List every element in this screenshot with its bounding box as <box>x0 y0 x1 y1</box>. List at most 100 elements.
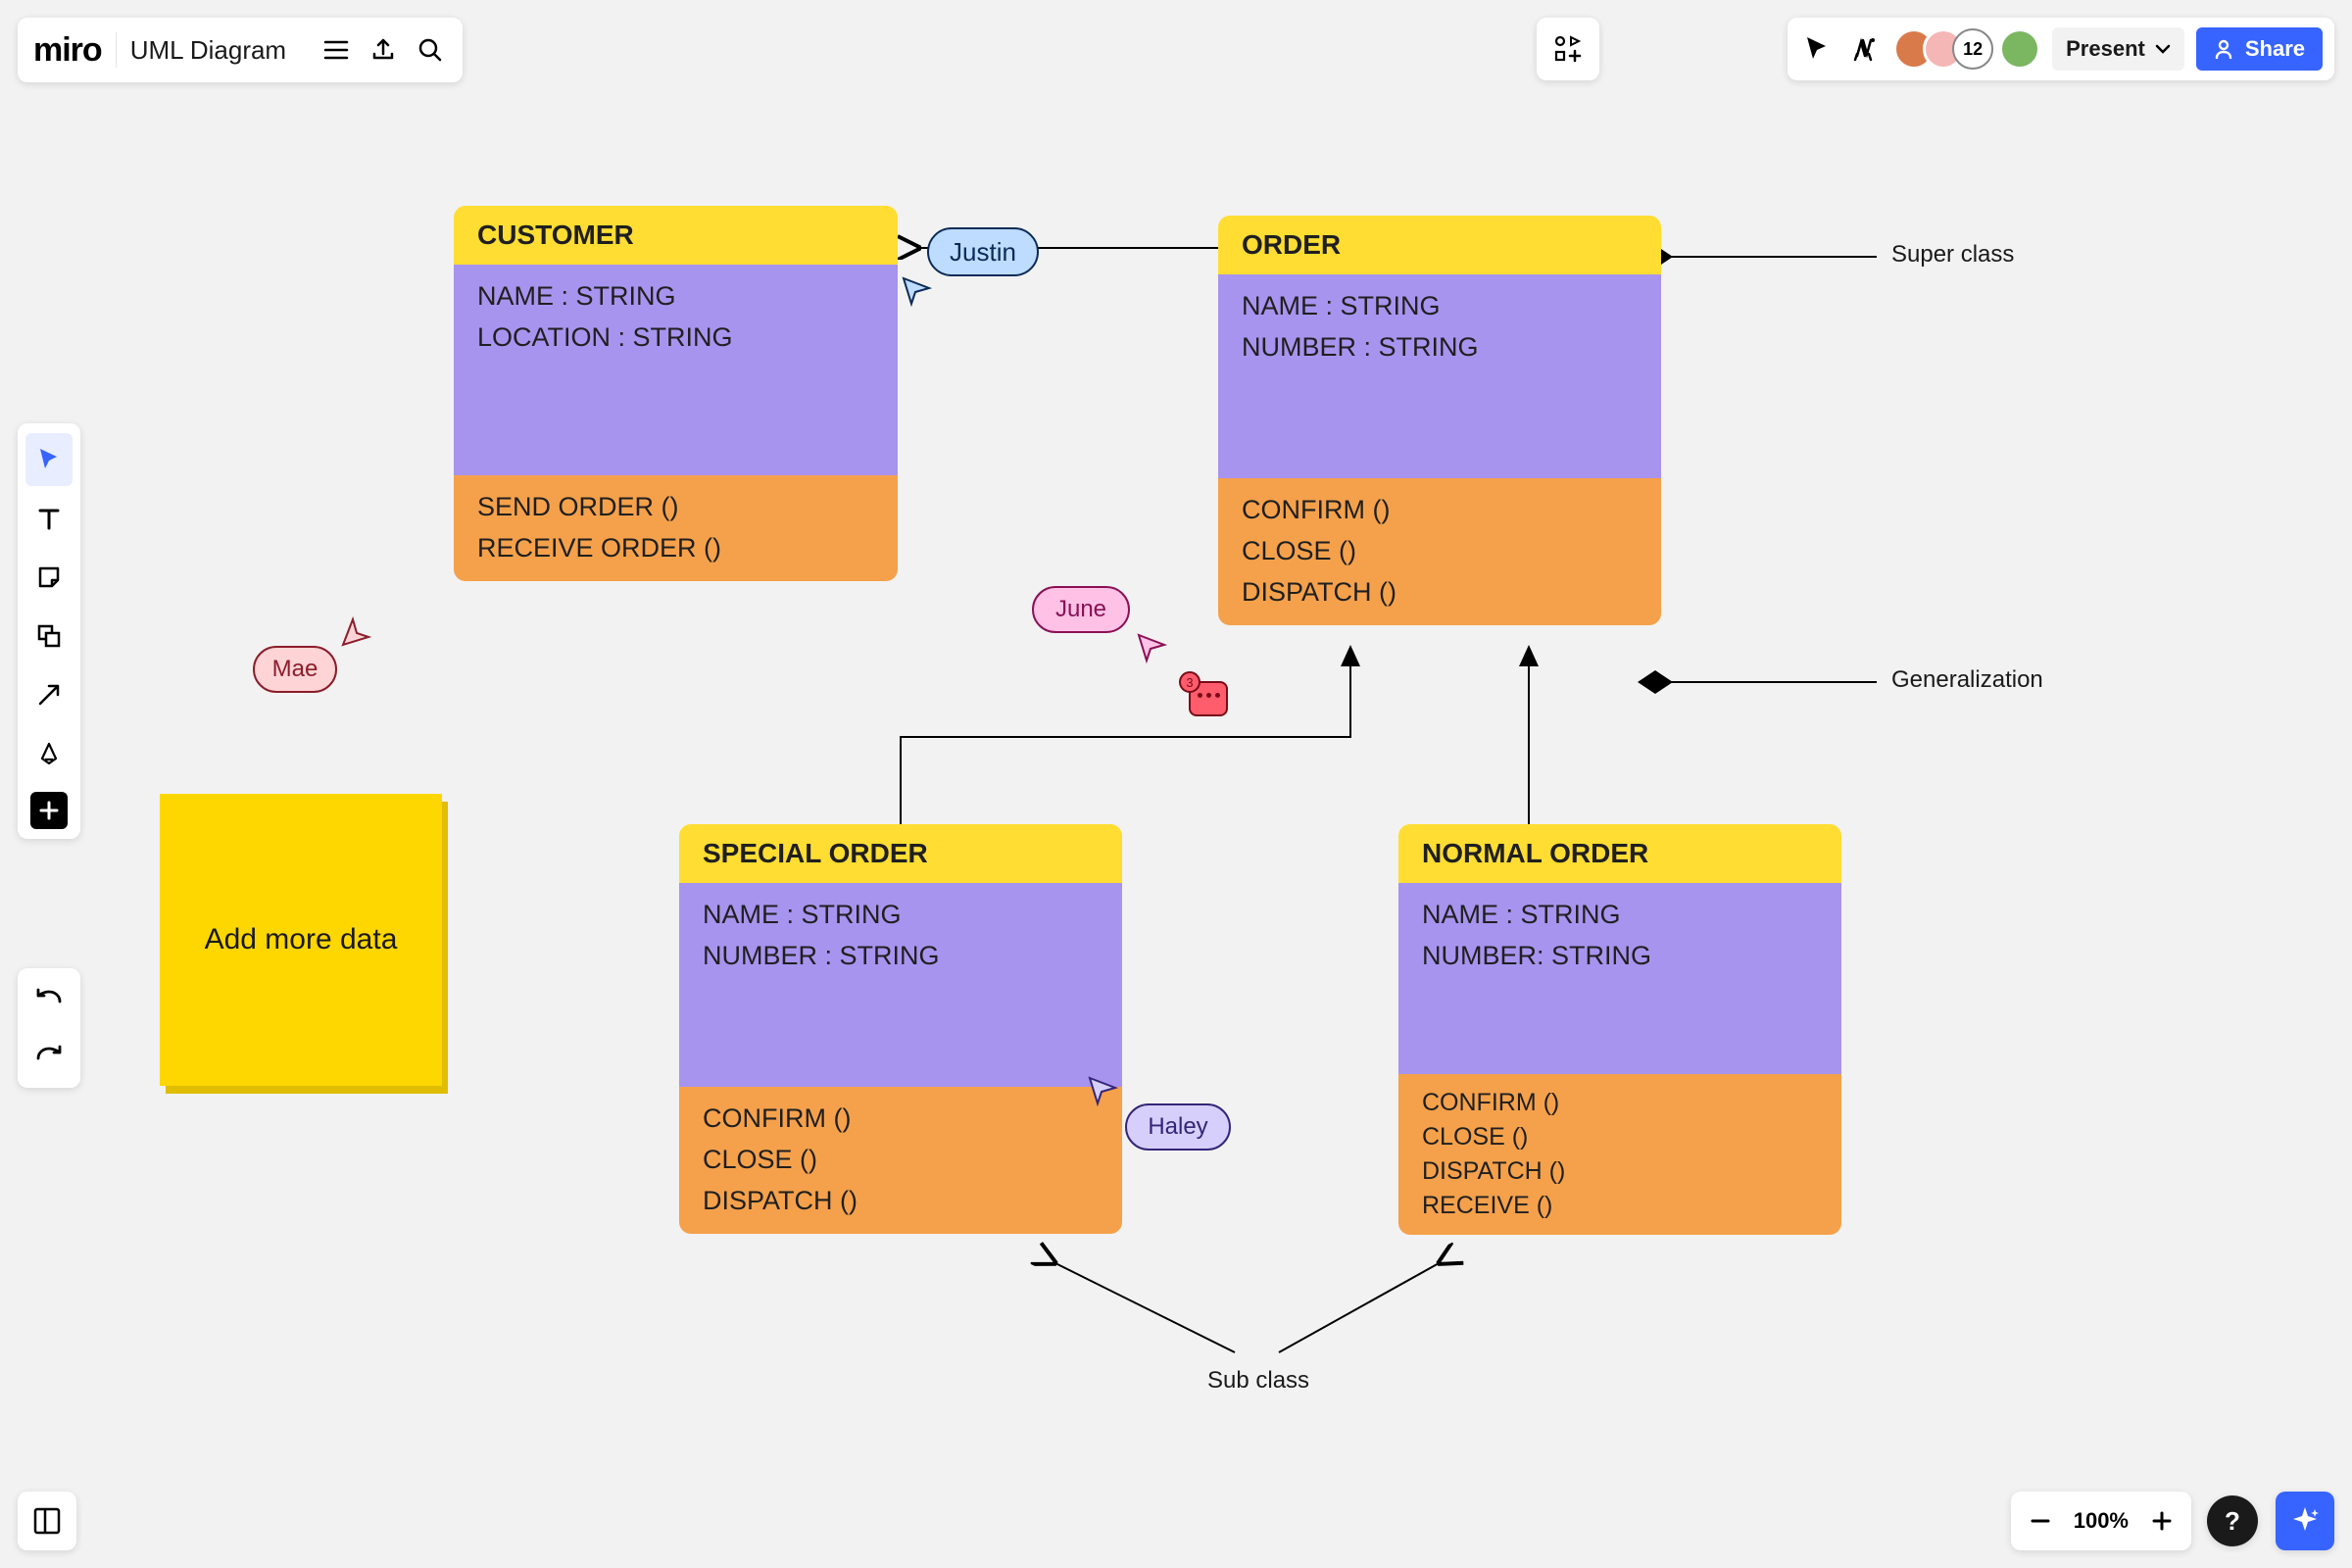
attr-row: NAME : STRING <box>703 895 1099 936</box>
class-customer-methods: SEND ORDER () RECEIVE ORDER () <box>454 475 898 581</box>
comment-count-badge: 3 <box>1179 671 1200 693</box>
history-toolbar <box>18 968 80 1088</box>
method-row: DISPATCH () <box>1242 572 1638 613</box>
miro-logo[interactable]: miro <box>33 31 102 70</box>
method-row: CONFIRM () <box>1422 1086 1818 1120</box>
connector-layer <box>0 0 2352 1568</box>
select-tool[interactable] <box>25 433 73 486</box>
class-special-order-attrs: NAME : STRING NUMBER : STRING <box>679 883 1122 1087</box>
edge-special-to-order <box>901 659 1350 824</box>
cursor-haley: Haley <box>1125 1103 1231 1151</box>
search-icon[interactable] <box>414 33 447 67</box>
redo-button[interactable] <box>25 1037 73 1076</box>
frames-panel-button[interactable] <box>18 1492 76 1550</box>
chevron-down-icon <box>2155 41 2171 57</box>
class-special-order-methods: CONFIRM () CLOSE () DISPATCH () <box>679 1087 1122 1234</box>
label-generalization: Generalization <box>1891 666 2043 694</box>
method-row: CONFIRM () <box>1242 490 1638 531</box>
class-order-methods: CONFIRM () CLOSE () DISPATCH () <box>1218 478 1661 625</box>
export-icon[interactable] <box>367 33 400 67</box>
method-row: SEND ORDER () <box>477 487 874 528</box>
method-row: RECEIVE () <box>1422 1189 1818 1223</box>
help-button[interactable]: ? <box>2207 1495 2258 1546</box>
class-customer-title: CUSTOMER <box>454 206 898 265</box>
person-plus-icon <box>2214 38 2235 60</box>
share-label: Share <box>2245 36 2305 62</box>
divider <box>116 32 117 68</box>
avatar[interactable] <box>1999 28 2040 70</box>
class-customer[interactable]: CUSTOMER NAME : STRING LOCATION : STRING… <box>454 206 898 581</box>
attr-row: NAME : STRING <box>1422 895 1818 936</box>
method-row: CLOSE () <box>1242 531 1638 572</box>
class-order-attrs: NAME : STRING NUMBER : STRING <box>1218 274 1661 478</box>
method-row: CLOSE () <box>1422 1120 1818 1154</box>
add-tool[interactable] <box>30 792 68 829</box>
edge-subclass-left <box>1054 1262 1235 1352</box>
zoom-in-button[interactable] <box>2148 1507 2176 1535</box>
pen-tool[interactable] <box>25 727 73 780</box>
collaborator-avatars[interactable]: 12 <box>1893 28 2040 70</box>
sticky-note-text: Add more data <box>205 923 398 956</box>
text-tool[interactable] <box>25 492 73 545</box>
class-normal-order[interactable]: NORMAL ORDER NAME : STRING NUMBER: STRIN… <box>1398 824 1841 1235</box>
class-normal-order-methods: CONFIRM () CLOSE () DISPATCH () RECEIVE … <box>1398 1074 1841 1235</box>
present-label: Present <box>2066 36 2145 62</box>
ai-button[interactable] <box>2276 1492 2334 1550</box>
hamburger-icon[interactable] <box>319 33 353 67</box>
sparkle-icon <box>2289 1505 2321 1537</box>
sticky-tool[interactable] <box>25 551 73 604</box>
apps-button[interactable] <box>1537 18 1599 80</box>
document-title[interactable]: UML Diagram <box>130 35 286 66</box>
attr-row: NAME : STRING <box>1242 286 1638 327</box>
zoom-level[interactable]: 100% <box>2074 1508 2129 1534</box>
cursor-justin-pointer-icon <box>900 274 933 308</box>
apps-icon <box>1553 34 1583 64</box>
class-special-order[interactable]: SPECIAL ORDER NAME : STRING NUMBER : STR… <box>679 824 1122 1234</box>
cursor-haley-pointer-icon <box>1086 1074 1119 1107</box>
title-bar: miro UML Diagram <box>18 18 463 82</box>
class-order[interactable]: ORDER NAME : STRING NUMBER : STRING CONF… <box>1218 216 1661 625</box>
avatar-overflow-count: 12 <box>1963 39 1983 60</box>
cursor-haley-label: Haley <box>1148 1113 1207 1141</box>
reactions-icon[interactable] <box>1846 31 1882 67</box>
class-normal-order-attrs: NAME : STRING NUMBER: STRING <box>1398 883 1841 1074</box>
cursor-mae-label: Mae <box>272 656 318 683</box>
label-sub-class: Sub class <box>1207 1367 1309 1395</box>
sticky-note[interactable]: Add more data <box>160 794 442 1086</box>
cursor-justin-label: Justin <box>950 237 1016 268</box>
top-right-group: 12 Present Share <box>1788 18 2334 80</box>
present-button[interactable]: Present <box>2052 27 2184 71</box>
shape-tool[interactable] <box>25 610 73 662</box>
left-toolbar <box>18 423 80 839</box>
panel-icon <box>32 1506 62 1536</box>
edge-normal-to-order-head <box>1519 645 1539 666</box>
cursor-june-label: June <box>1055 596 1106 623</box>
edge-subclass-right <box>1279 1262 1441 1352</box>
method-row: RECEIVE ORDER () <box>477 528 874 569</box>
undo-button[interactable] <box>25 980 73 1019</box>
share-button[interactable]: Share <box>2196 27 2323 71</box>
attr-row: NAME : STRING <box>477 276 874 318</box>
cursor-mae-pointer-icon <box>339 615 372 649</box>
class-normal-order-title: NORMAL ORDER <box>1398 824 1841 883</box>
canvas-frame: CUSTOMER NAME : STRING LOCATION : STRING… <box>0 0 2352 1568</box>
cursor-june: June <box>1032 586 1130 633</box>
class-customer-attrs: NAME : STRING LOCATION : STRING <box>454 265 898 475</box>
class-order-title: ORDER <box>1218 216 1661 274</box>
method-row: CONFIRM () <box>703 1099 1099 1140</box>
method-row: CLOSE () <box>703 1140 1099 1181</box>
zoom-out-button[interactable] <box>2027 1507 2054 1535</box>
method-row: DISPATCH () <box>1422 1154 1818 1189</box>
arrow-tool[interactable] <box>25 668 73 721</box>
method-row: DISPATCH () <box>703 1181 1099 1222</box>
attr-row: NUMBER: STRING <box>1422 936 1818 977</box>
cursor-justin: Justin <box>927 227 1039 276</box>
avatar-overflow[interactable]: 12 <box>1952 28 1993 70</box>
comment-bubble[interactable]: 3 <box>1189 681 1228 716</box>
zoom-controls: 100% <box>2011 1492 2191 1550</box>
attr-row: LOCATION : STRING <box>477 318 874 359</box>
cursor-mode-icon[interactable] <box>1799 31 1835 67</box>
cursor-june-pointer-icon <box>1135 631 1168 664</box>
cursor-mae: Mae <box>253 646 337 693</box>
class-special-order-title: SPECIAL ORDER <box>679 824 1122 883</box>
